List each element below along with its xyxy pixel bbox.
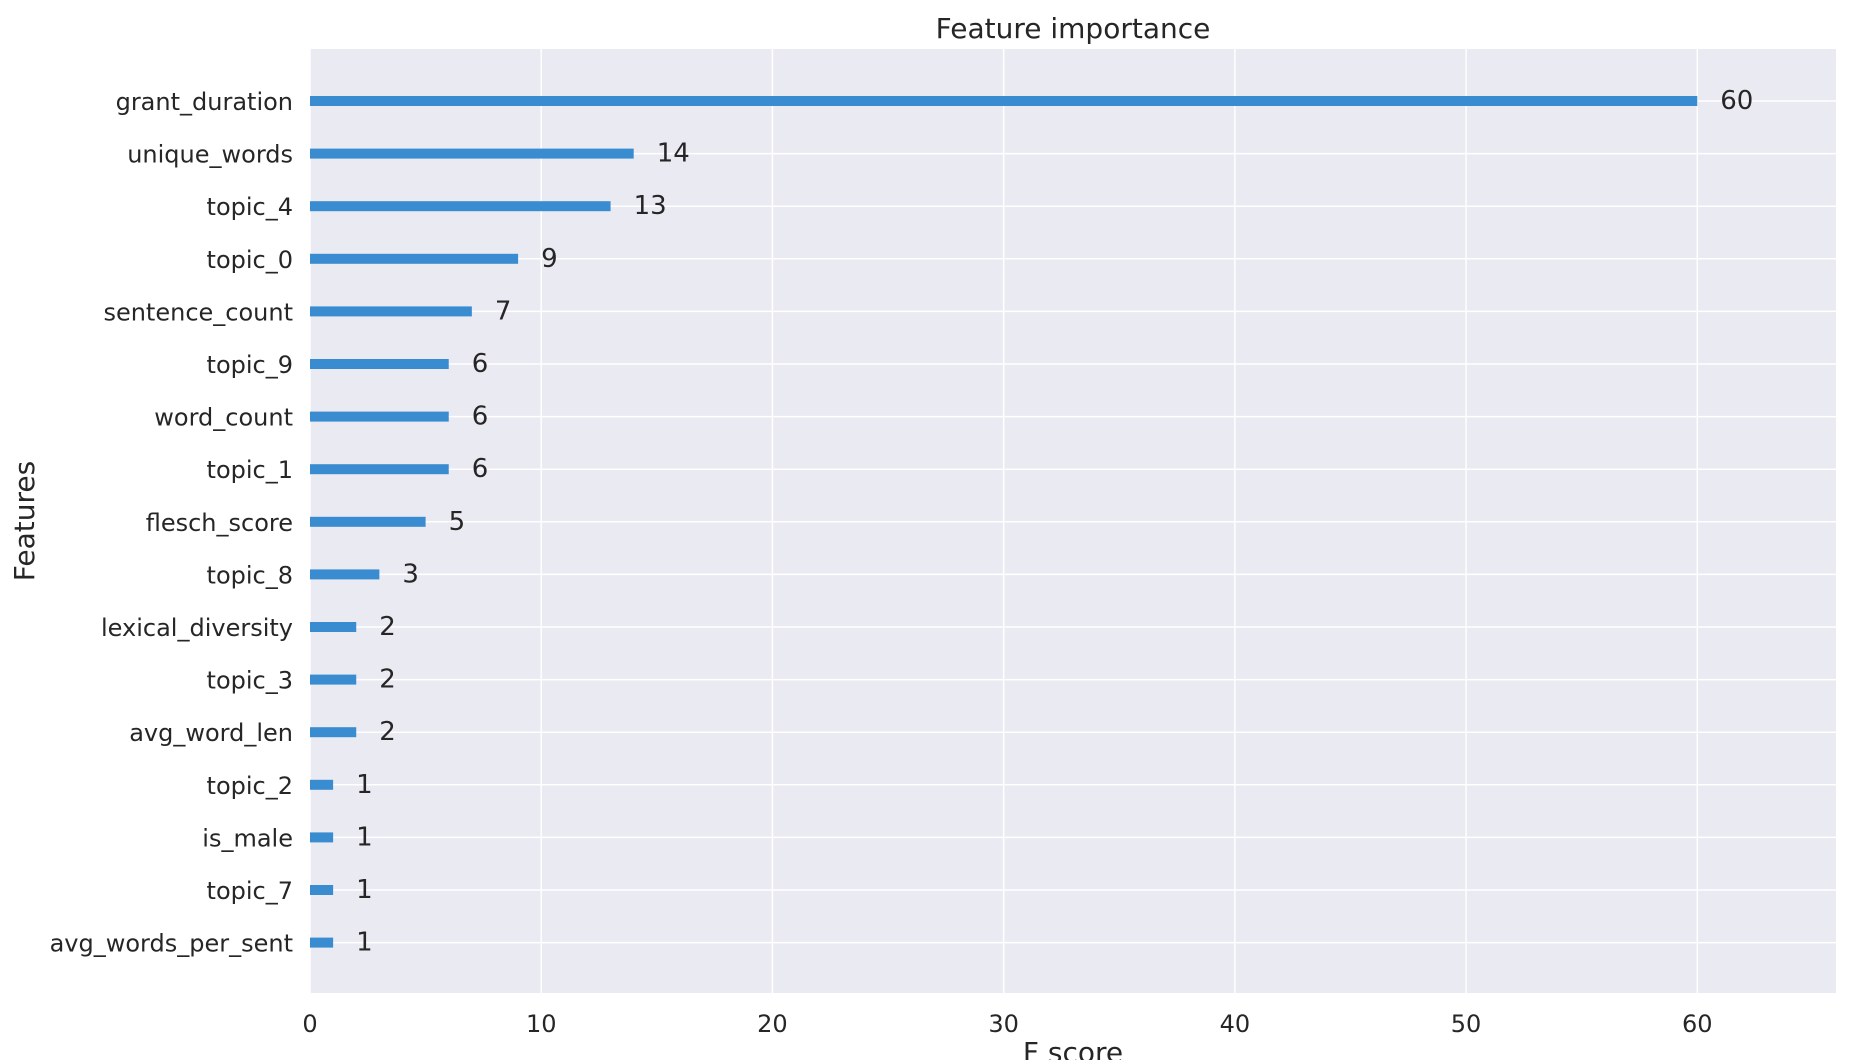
x-axis-label: F score: [1023, 1036, 1123, 1060]
bars: [310, 96, 1698, 948]
y-tick-label: word_count: [154, 404, 293, 432]
y-tick-label: topic_4: [207, 193, 293, 221]
bar-value-label: 14: [657, 139, 690, 169]
bar-value-label: 2: [379, 717, 396, 747]
y-tick-label: grant_duration: [116, 88, 293, 116]
y-tick-label: topic_0: [207, 246, 293, 274]
grid-lines: [309, 49, 1836, 993]
bar-value-label: 6: [472, 402, 489, 432]
bar-value-label: 1: [356, 822, 373, 852]
y-tick-label: topic_2: [207, 772, 293, 800]
bar: [310, 569, 380, 580]
bar: [310, 727, 357, 738]
x-tick-label: 0: [302, 1010, 317, 1038]
bar-value-label: 1: [356, 928, 373, 958]
bar: [310, 201, 611, 212]
plot-background: [310, 49, 1836, 993]
bar: [310, 253, 519, 264]
y-tick-label: topic_7: [207, 877, 293, 905]
x-tick-label: 50: [1451, 1010, 1482, 1038]
bar-value-label: 1: [356, 770, 373, 800]
bar: [310, 516, 426, 527]
x-tick-label: 40: [1220, 1010, 1251, 1038]
bar: [310, 148, 634, 159]
y-tick-label: sentence_count: [103, 298, 293, 326]
bar-value-label: 6: [472, 454, 489, 484]
bar: [310, 779, 334, 790]
y-tick-label: avg_words_per_sent: [50, 930, 293, 958]
bar-value-label: 5: [449, 507, 466, 537]
bar-value-label: 6: [472, 349, 489, 379]
y-tick-label: avg_word_len: [129, 719, 293, 747]
bar: [310, 96, 1698, 106]
bar: [310, 359, 449, 369]
bar: [310, 885, 334, 895]
bar-value-label: 2: [379, 612, 396, 642]
bar: [310, 464, 449, 475]
bar-value-label: 13: [634, 191, 667, 221]
bar-value-label: 1: [356, 875, 373, 905]
bar: [310, 937, 334, 948]
y-tick-label: is_male: [202, 824, 293, 852]
bar-value-label: 9: [541, 244, 558, 274]
x-tick-label: 30: [988, 1010, 1019, 1038]
y-tick-label: unique_words: [127, 141, 293, 169]
y-tick-label: topic_3: [207, 667, 293, 695]
bar-value-label: 7: [495, 296, 512, 326]
bar: [310, 674, 357, 685]
x-tick-label: 20: [757, 1010, 788, 1038]
x-tick-label: 10: [526, 1010, 557, 1038]
bar-value-label: 3: [402, 559, 419, 589]
y-tick-labels: grant_duration unique_words topic_4 topic_0…: [50, 88, 293, 958]
bar-value-label: 60: [1720, 86, 1753, 116]
y-tick-label: topic_9: [207, 351, 293, 379]
y-tick-label: lexical_diversity: [101, 614, 293, 642]
y-tick-label: flesch_score: [146, 509, 293, 537]
y-axis-label: Features: [8, 461, 41, 581]
bar: [310, 832, 334, 843]
y-tick-label: topic_1: [207, 456, 293, 484]
bar: [310, 306, 472, 317]
x-tick-labels: 0 10 20 30 40 50 60: [302, 1010, 1712, 1038]
y-tick-label: topic_8: [207, 561, 293, 589]
x-tick-label: 60: [1682, 1010, 1713, 1038]
bar-value-label: 2: [379, 665, 396, 695]
bar: [310, 622, 357, 632]
chart-title: Feature importance: [936, 12, 1211, 45]
bar: [310, 411, 449, 422]
